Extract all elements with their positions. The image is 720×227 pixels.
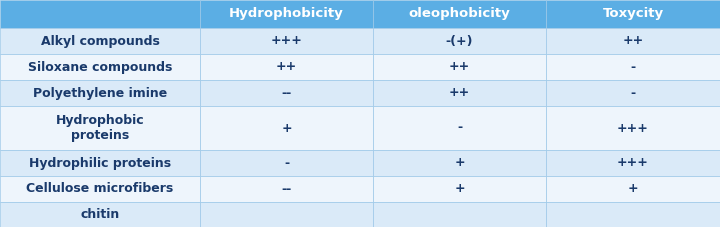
Text: Hydrophobic
proteins: Hydrophobic proteins: [55, 114, 144, 142]
Bar: [546, 54, 720, 80]
Text: +++: +++: [617, 121, 649, 135]
Bar: [0, 106, 200, 150]
Text: ++: ++: [449, 61, 470, 74]
Bar: [200, 80, 373, 106]
Bar: [373, 54, 546, 80]
Text: Hydrophobicity: Hydrophobicity: [229, 7, 344, 20]
Bar: [0, 54, 200, 80]
Text: ++: ++: [622, 35, 644, 47]
Text: ++: ++: [276, 61, 297, 74]
Bar: [373, 0, 546, 28]
Text: Polyethylene imine: Polyethylene imine: [33, 86, 167, 99]
Text: ++: ++: [449, 86, 470, 99]
Text: +++: +++: [617, 156, 649, 170]
Bar: [0, 0, 200, 28]
Bar: [373, 202, 546, 227]
Bar: [200, 54, 373, 80]
Bar: [373, 80, 546, 106]
Bar: [546, 106, 720, 150]
Bar: [373, 150, 546, 176]
Text: +: +: [628, 183, 639, 195]
Text: Alkyl compounds: Alkyl compounds: [40, 35, 159, 47]
Bar: [546, 150, 720, 176]
Bar: [373, 106, 546, 150]
Bar: [0, 28, 200, 54]
Text: --: --: [282, 183, 292, 195]
Text: +: +: [454, 156, 465, 170]
Text: -: -: [631, 61, 636, 74]
Bar: [200, 176, 373, 202]
Text: Hydrophilic proteins: Hydrophilic proteins: [29, 156, 171, 170]
Bar: [546, 202, 720, 227]
Bar: [200, 202, 373, 227]
Bar: [0, 80, 200, 106]
Text: --: --: [282, 86, 292, 99]
Text: Toxycity: Toxycity: [603, 7, 664, 20]
Text: -: -: [284, 156, 289, 170]
Text: +: +: [282, 121, 292, 135]
Text: chitin: chitin: [81, 209, 120, 222]
Bar: [546, 176, 720, 202]
Text: -: -: [631, 86, 636, 99]
Text: +++: +++: [271, 35, 302, 47]
Bar: [0, 150, 200, 176]
Bar: [546, 28, 720, 54]
Text: +: +: [454, 183, 465, 195]
Bar: [200, 150, 373, 176]
Bar: [0, 176, 200, 202]
Bar: [373, 28, 546, 54]
Text: -: -: [457, 121, 462, 135]
Bar: [546, 80, 720, 106]
Bar: [373, 176, 546, 202]
Bar: [0, 202, 200, 227]
Bar: [200, 28, 373, 54]
Text: Siloxane compounds: Siloxane compounds: [28, 61, 172, 74]
Text: Cellulose microfibers: Cellulose microfibers: [27, 183, 174, 195]
Bar: [200, 106, 373, 150]
Bar: [200, 0, 373, 28]
Bar: [546, 0, 720, 28]
Text: oleophobicity: oleophobicity: [409, 7, 510, 20]
Text: -(+): -(+): [446, 35, 473, 47]
